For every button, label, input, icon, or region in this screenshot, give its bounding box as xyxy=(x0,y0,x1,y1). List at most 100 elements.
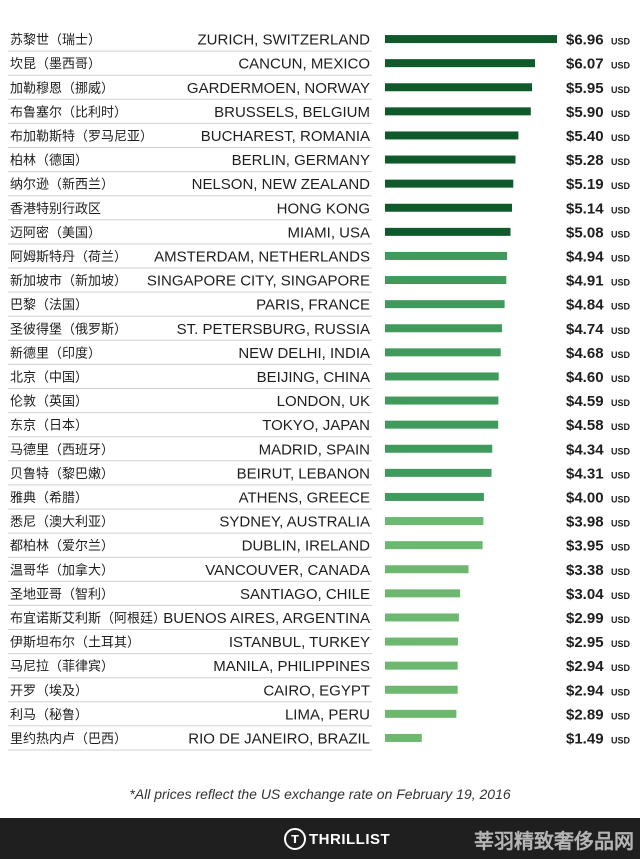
city-name-english: LONDON, UK xyxy=(277,393,370,410)
city-name-chinese: 伦敦（英国） xyxy=(10,394,88,410)
unit-label: USD xyxy=(611,615,631,625)
chart-row: 布宜诺斯艾利斯（阿根廷）BUENOS AIRES, ARGENTINA $2.99… xyxy=(8,610,631,630)
price-bar xyxy=(385,396,499,405)
city-name-english: BUCHAREST, ROMANIA xyxy=(201,128,370,145)
price-bar xyxy=(385,613,459,622)
price-label: $5.19 xyxy=(566,176,604,193)
price-label: $4.94 xyxy=(566,248,604,265)
brand[interactable]: T THRILLIST xyxy=(284,828,390,850)
unit-label: USD xyxy=(611,157,631,167)
price-bar xyxy=(385,661,458,670)
price-bar xyxy=(385,541,483,550)
price-label: $4.84 xyxy=(566,297,604,314)
chart-row: 柏林（德国） BERLIN, GERMANY $5.28 USD xyxy=(8,152,631,173)
city-name-chinese: 新加坡市（新加坡） xyxy=(10,273,127,289)
chart-row: 布加勒斯特（罗马尼亚） BUCHAREST, ROMANIA $5.40 USD xyxy=(8,128,631,148)
city-name-chinese: 巴黎（法国） xyxy=(10,298,88,313)
city-name-chinese: 贝鲁特（黎巴嫩） xyxy=(10,467,114,482)
chart-row: 布鲁塞尔（比利时） BRUSSELS, BELGIUM $5.90 USD xyxy=(8,104,631,124)
city-name-chinese: 北京（中国） xyxy=(10,370,88,385)
unit-label: USD xyxy=(611,253,631,263)
chart-row: 利马（秘鲁） LIMA, PERU $2.89 USD xyxy=(8,706,631,727)
price-label: $1.49 xyxy=(566,730,604,747)
unit-label: USD xyxy=(611,398,631,408)
city-name-chinese: 马尼拉（菲律宾） xyxy=(10,659,114,675)
price-bar xyxy=(385,372,499,381)
chart-row: 新德里（印度） NEW DELHI, INDIA $4.68 USD xyxy=(8,345,631,365)
city-name-chinese: 迈阿密（美国） xyxy=(10,225,101,241)
price-bar xyxy=(385,420,499,429)
price-bar xyxy=(385,468,492,477)
price-label: $4.91 xyxy=(566,273,604,290)
city-name-english: RIO DE JANEIRO, BRAZIL xyxy=(188,730,370,747)
unit-label: USD xyxy=(611,133,631,143)
price-bar xyxy=(385,107,531,116)
city-name-english: ZURICH, SWITZERLAND xyxy=(198,32,371,49)
chart-row: 坎昆（墨西哥） CANCUN, MEXICO $6.07 USD xyxy=(8,56,631,76)
chart-row: 圣彼得堡（俄罗斯） ST. PETERSBURG, RUSSIA $4.74 USD xyxy=(8,321,631,341)
price-bar xyxy=(385,637,458,646)
price-bar xyxy=(385,589,461,598)
city-name-english: ATHENS, GREECE xyxy=(239,489,370,506)
city-name-english: BEIRUT, LEBANON xyxy=(237,465,370,482)
price-label: $5.95 xyxy=(566,80,604,97)
unit-label: USD xyxy=(611,446,631,456)
price-label: $2.94 xyxy=(566,682,604,699)
unit-label: USD xyxy=(611,711,631,721)
price-label: $2.89 xyxy=(566,706,604,723)
city-name-english: ISTANBUL, TURKEY xyxy=(229,634,370,651)
city-name-chinese: 都柏林（爱尔兰） xyxy=(10,539,114,554)
city-name-english: LIMA, PERU xyxy=(285,706,370,723)
price-label: $3.95 xyxy=(566,538,604,555)
thrillist-logo-icon: T xyxy=(284,828,306,850)
chart-row: 阿姆斯特丹（荷兰） AMSTERDAM, NETHERLANDS $4.94 USD xyxy=(8,248,631,269)
chart-row: 温哥华（加拿大） VANCOUVER, CANADA $3.38 USD xyxy=(8,562,631,582)
price-label: $5.90 xyxy=(566,104,604,121)
price-bar xyxy=(385,83,532,92)
brand-name: THRILLIST xyxy=(309,830,391,848)
price-bar xyxy=(385,492,484,501)
city-name-chinese: 阿姆斯特丹（荷兰） xyxy=(10,250,127,265)
price-label: $3.98 xyxy=(566,514,604,531)
chart-row: 圣地亚哥（智利） SANTIAGO, CHILE $3.04 USD xyxy=(8,586,631,606)
price-label: $3.04 xyxy=(566,586,604,603)
price-label: $6.96 xyxy=(566,32,604,49)
city-name-chinese: 柏林（德国） xyxy=(10,154,88,169)
price-bar xyxy=(385,276,507,285)
price-label: $5.08 xyxy=(566,224,604,241)
price-label: $4.68 xyxy=(566,345,604,362)
city-name-chinese: 东京（日本） xyxy=(10,419,88,434)
unit-label: USD xyxy=(611,470,631,480)
city-name-chinese: 圣彼得堡（俄罗斯） xyxy=(10,321,127,337)
city-name-english: SYDNEY, AUSTRALIA xyxy=(219,514,370,531)
price-label: $6.07 xyxy=(566,56,604,73)
chart-row: 贝鲁特（黎巴嫩） BEIRUT, LEBANON $4.31 USD xyxy=(8,465,631,486)
price-label: $4.00 xyxy=(566,489,604,506)
price-bar xyxy=(385,227,511,236)
price-label: $4.59 xyxy=(566,393,604,410)
price-bar xyxy=(385,251,508,260)
chart-row: 开罗（埃及） CAIRO, EGYPT $2.94 USD xyxy=(8,682,631,703)
chart-row: 悉尼（澳大利亚） SYDNEY, AUSTRALIA $3.98 USD xyxy=(8,514,631,534)
price-bar xyxy=(385,203,512,212)
city-name-chinese: 圣地亚哥（智利） xyxy=(10,587,114,602)
city-name-english: CAIRO, EGYPT xyxy=(263,682,370,699)
city-name-english: TOKYO, JAPAN xyxy=(262,417,370,434)
city-name-english: MANILA, PHILIPPINES xyxy=(213,658,370,675)
city-name-english: SINGAPORE CITY, SINGAPORE xyxy=(147,273,370,290)
unit-label: USD xyxy=(611,85,631,95)
watermark-text: 莘羽精致奢侈品网 xyxy=(474,829,634,853)
chart-row: 伊斯坦布尔（土耳其） ISTANBUL, TURKEY $2.95 USD xyxy=(8,634,631,655)
price-bar xyxy=(385,733,422,742)
city-name-english: AMSTERDAM, NETHERLANDS xyxy=(154,248,370,265)
price-bar xyxy=(385,348,501,357)
unit-label: USD xyxy=(611,543,631,553)
unit-label: USD xyxy=(611,663,631,673)
unit-label: USD xyxy=(611,422,631,432)
price-bar xyxy=(385,131,519,140)
unit-label: USD xyxy=(611,567,631,577)
chart-row: 东京（日本） TOKYO, JAPAN $4.58 USD xyxy=(8,417,631,438)
city-name-english: NELSON, NEW ZEALAND xyxy=(192,176,371,193)
city-name-english: BRUSSELS, BELGIUM xyxy=(214,104,370,121)
footnote: *All prices reflect the US exchange rate… xyxy=(129,786,511,802)
